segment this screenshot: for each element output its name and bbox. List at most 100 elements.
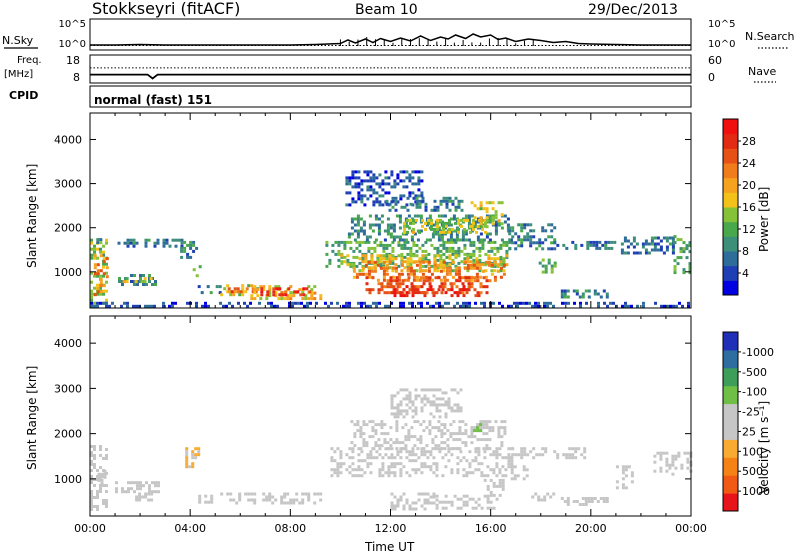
noise-frame	[89, 18, 692, 51]
heatmap-cell	[408, 391, 412, 395]
heatmap-cell	[454, 205, 458, 209]
heatmap-cell	[384, 176, 388, 180]
heatmap-cell	[293, 290, 297, 294]
heatmap-cell	[444, 465, 448, 469]
heatmap-cell	[641, 242, 645, 246]
heatmap-cell	[384, 471, 388, 475]
heatmap-cell	[529, 244, 533, 248]
heatmap-cell	[500, 238, 504, 242]
heatmap-cell	[426, 456, 430, 460]
heatmap-cell	[435, 406, 439, 410]
heatmap-cell	[438, 447, 442, 451]
heatmap-cell	[510, 462, 514, 466]
heatmap-cell	[506, 223, 510, 227]
heatmap-cell	[406, 263, 410, 267]
heatmap-cell	[360, 474, 364, 478]
heatmap-cell	[418, 266, 422, 270]
heatmap-cell	[367, 272, 371, 276]
heatmap-cell	[423, 291, 427, 295]
heatmap-cell	[380, 220, 384, 224]
heatmap-cell	[397, 243, 401, 247]
heatmap-cell	[406, 230, 409, 234]
heatmap-cell	[399, 179, 403, 183]
heatmap-cell	[485, 420, 489, 424]
heatmap-cell	[490, 272, 494, 276]
heatmap-cell	[350, 220, 354, 224]
heatmap-cell	[145, 283, 148, 286]
heatmap-cell	[395, 429, 399, 433]
heatmap-cell	[383, 438, 387, 442]
heatmap-cell	[391, 199, 395, 203]
heatmap-cell	[462, 474, 466, 478]
heatmap-cell	[523, 226, 527, 230]
heatmap-cell	[132, 238, 136, 242]
heatmap-cell	[529, 229, 533, 233]
heatmap-cell	[492, 468, 496, 472]
heatmap-cell	[102, 284, 106, 288]
heatmap-cell	[441, 474, 445, 478]
heatmap-cell	[470, 435, 474, 439]
heatmap-cell	[382, 272, 386, 276]
heatmap-cell	[441, 304, 444, 308]
station-title: Stokkseyri (fitACF)	[92, 0, 240, 18]
heatmap-cell	[139, 484, 142, 488]
heatmap-cell	[499, 266, 503, 270]
heatmap-cell	[444, 291, 448, 295]
heatmap-cell	[517, 223, 521, 227]
heatmap-cell	[348, 304, 351, 308]
velocity-colorbar-label: Velocity [m s⁻¹]	[757, 401, 771, 494]
heatmap-cell	[565, 456, 569, 460]
heatmap-cell	[505, 243, 509, 247]
heatmap-cell	[420, 397, 424, 401]
heatmap-cell	[283, 492, 287, 496]
heatmap-cell	[351, 474, 355, 478]
heatmap-cell	[409, 266, 413, 270]
heatmap-cell	[436, 221, 439, 225]
heatmap-cell	[381, 465, 385, 469]
heatmap-cell	[417, 170, 421, 174]
heatmap-cell	[406, 252, 410, 256]
heatmap-cell	[440, 423, 444, 427]
heatmap-cell	[485, 225, 489, 229]
heatmap-cell	[513, 465, 517, 469]
heatmap-cell	[105, 301, 108, 305]
heatmap-cell	[464, 423, 468, 427]
heatmap-cell	[479, 291, 483, 295]
heatmap-cell	[632, 236, 636, 240]
heatmap-cell	[387, 191, 391, 195]
heatmap-cell	[380, 426, 384, 430]
heatmap-cell	[403, 246, 407, 250]
heatmap-cell	[602, 500, 606, 503]
heatmap-cell	[268, 291, 272, 295]
heatmap-cell	[393, 185, 397, 189]
heatmap-cell	[363, 170, 367, 174]
heatmap-cell	[430, 264, 434, 268]
heatmap-cell	[549, 301, 552, 305]
heatmap-cell	[431, 426, 435, 430]
heatmap-cell	[126, 241, 130, 245]
heatmap-cell	[398, 285, 402, 289]
heatmap-cell	[379, 240, 383, 244]
heatmap-cell	[525, 301, 528, 305]
heatmap-cell	[272, 293, 276, 297]
heatmap-cell	[392, 226, 396, 230]
heatmap-cell	[365, 444, 369, 448]
heatmap-cell	[456, 409, 460, 413]
heatmap-cell	[407, 438, 411, 442]
heatmap-cell	[438, 301, 441, 305]
heatmap-cell	[468, 471, 472, 475]
heatmap-cell	[365, 276, 369, 280]
heatmap-cell	[427, 263, 431, 267]
heatmap-cell	[429, 288, 433, 292]
heatmap-cell	[494, 216, 498, 220]
noise-right-tick-label: 10^5	[708, 19, 735, 30]
heatmap-cell	[417, 194, 421, 198]
heatmap-cell	[162, 238, 166, 242]
heatmap-cell	[550, 267, 554, 271]
colorbar-segment	[723, 493, 738, 512]
heatmap-cell	[489, 490, 493, 494]
heatmap-cell	[99, 247, 102, 251]
heatmap-cell	[523, 447, 527, 451]
heatmap-cell	[154, 280, 157, 283]
heatmap-cell	[377, 291, 381, 295]
